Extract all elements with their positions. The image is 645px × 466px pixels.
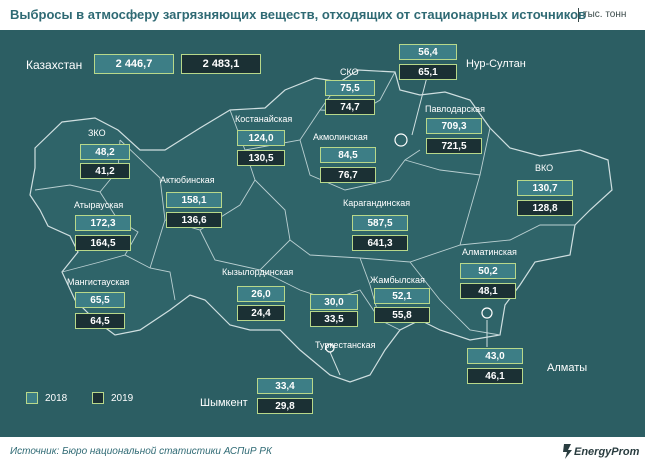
kyzylorda-2019-value: 24,4 (237, 305, 285, 321)
kazakhstan-label: Казахстан (26, 58, 83, 72)
legend-2018-label: 2018 (45, 393, 68, 404)
turkestan-label: Туркестанская (315, 340, 376, 350)
kostanay-2018-value: 124,0 (237, 130, 285, 146)
akmola-2019-value: 76,7 (320, 167, 376, 183)
boundary-aktobe (119, 139, 166, 269)
legend-2019-label: 2019 (111, 393, 134, 404)
shymkent-connector (329, 351, 341, 376)
sko-2018-value: 75,5 (325, 80, 375, 96)
almaty-region-label: Алматинская (462, 247, 517, 257)
nursultan-connector (411, 72, 429, 136)
zko-label: ЗКО (88, 128, 106, 138)
legend-2018-swatch (26, 392, 38, 404)
shymkent-2018-value: 33,4 (257, 378, 313, 394)
boundary-almaty (409, 261, 501, 336)
nursultan-2018-value: 56,4 (399, 44, 457, 60)
kazakhstan-2019-value: 2 483,1 (181, 54, 261, 74)
energyprom-logo-text: EnergyProm (574, 446, 640, 458)
atyrau-2018-value: 172,3 (75, 215, 131, 231)
boundary-pavlodar (404, 127, 491, 176)
zhambyl-2019-value: 55,8 (374, 307, 430, 323)
zko-2019-value: 41,2 (80, 163, 130, 179)
nursultan-marker (394, 133, 408, 147)
aktobe-label: Актюбинская (160, 175, 215, 185)
vko-2019-value: 128,8 (517, 200, 573, 216)
zhambyl-label: Жамбылская (370, 275, 425, 285)
atyrau-2019-value: 164,5 (75, 235, 131, 251)
boundary-vko (459, 224, 575, 246)
chart-title: Выбросы в атмосферу загрязняющих веществ… (10, 7, 587, 22)
sko-2019-value: 74,7 (325, 99, 375, 115)
kostanay-label: Костанайская (235, 114, 293, 124)
kyzylorda-2018-value: 26,0 (237, 286, 285, 302)
pavlodar-2018-value: 709,3 (426, 118, 482, 134)
aktobe-2019-value: 136,6 (166, 212, 222, 228)
kostanay-2019-value: 130,5 (237, 150, 285, 166)
boundary-akmola (299, 139, 421, 191)
karaganda-label: Карагандинская (343, 198, 411, 208)
energyprom-logo-icon (563, 444, 572, 459)
shymkent-2019-value: 29,8 (257, 398, 313, 414)
zko-2018-value: 48,2 (80, 144, 130, 160)
header (0, 0, 645, 30)
vko-2018-value: 130,7 (517, 180, 573, 196)
vko-label: ВКО (535, 163, 554, 173)
boundary-karaganda (254, 174, 481, 263)
boundary-mangistau (124, 254, 176, 301)
turkestan-2018-value: 30,0 (310, 294, 358, 310)
almaty-label: Алматы (547, 362, 588, 374)
almaty-marker (481, 307, 493, 319)
mangistau-2019-value: 64,5 (75, 313, 125, 329)
kazakhstan-2018-value: 2 446,7 (94, 54, 174, 74)
turkestan-2019-value: 33,5 (310, 311, 358, 327)
legend-2019-swatch (92, 392, 104, 404)
karaganda-2019-value: 641,3 (352, 235, 408, 251)
shymkent-marker (325, 343, 335, 353)
akmola-label: Акмолинская (313, 132, 368, 142)
nursultan-2019-value: 65,1 (399, 64, 457, 80)
atyrau-label: Атырауская (74, 200, 124, 210)
almaty-region-2019-value: 48,1 (460, 283, 516, 299)
shymkent-label: Шымкент (200, 397, 248, 409)
boundary-kyzylorda (199, 229, 291, 271)
pavlodar-label: Павлодарская (425, 104, 485, 114)
pavlodar-2019-value: 721,5 (426, 138, 482, 154)
mangistau-label: Мангистауская (67, 277, 130, 287)
nursultan-label: Нур-Султан (466, 58, 526, 70)
aktobe-2018-value: 158,1 (166, 192, 222, 208)
karaganda-2018-value: 587,5 (352, 215, 408, 231)
kyzylorda-label: Кызылординская (222, 267, 294, 277)
zhambyl-2018-value: 52,1 (374, 288, 430, 304)
footer (0, 437, 645, 466)
unit-label: тыс. тонн (583, 9, 627, 20)
akmola-2018-value: 84,5 (320, 147, 376, 163)
almaty-2018-value: 43,0 (467, 348, 523, 364)
mangistau-2018-value: 65,5 (75, 292, 125, 308)
source-note: Источник: Бюро национальной статистики А… (10, 446, 272, 457)
sko-label: СКО (340, 67, 359, 77)
unit-separator (578, 8, 579, 22)
almaty-region-2018-value: 50,2 (460, 263, 516, 279)
almaty-2019-value: 46,1 (467, 368, 523, 384)
